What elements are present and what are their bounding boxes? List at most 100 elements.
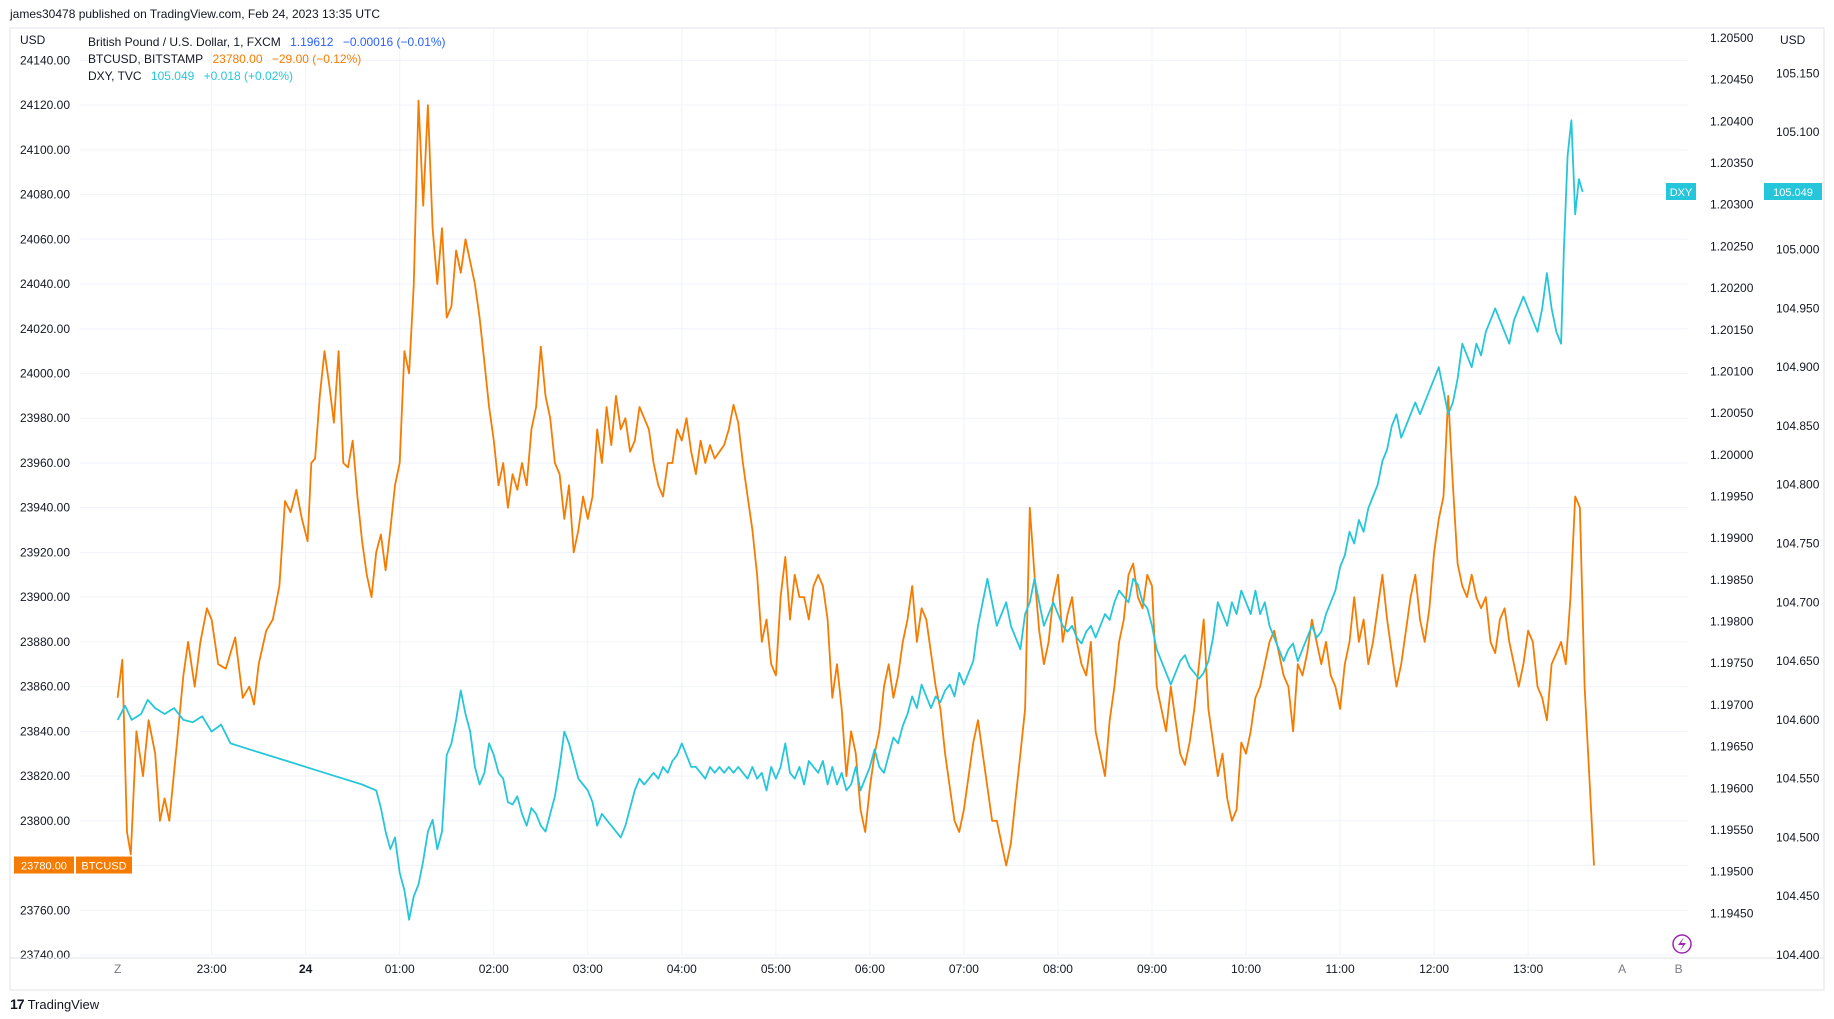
legend-btcusd-last: 23780.00 (212, 52, 263, 66)
x-axis-tick-label: 07:00 (949, 962, 979, 976)
series-line-dxy (116, 119, 1584, 921)
right-axis-tick-label: 104.850 (1776, 419, 1820, 433)
x-axis-tick-label: 06:00 (855, 962, 885, 976)
tradingview-brand: TradingView (27, 996, 100, 1012)
x-axis-tick-label: 12:00 (1419, 962, 1449, 976)
mid-axis-tick-label: 1.20400 (1710, 114, 1754, 128)
mid-axis-tick-label: 1.20150 (1710, 323, 1754, 337)
x-axis-tick-label: 09:00 (1137, 962, 1167, 976)
x-axis-tick-label: 24 (299, 962, 313, 976)
x-axis-tick-label: 01:00 (385, 962, 415, 976)
mid-axis-tick-label: 1.20100 (1710, 364, 1754, 378)
x-axis-tick-label: 04:00 (667, 962, 697, 976)
mid-axis-tick-label: 1.20500 (1710, 31, 1754, 45)
legend-dxy-change: +0.018 (+0.02%) (203, 69, 294, 83)
x-axis-tick-label: 02:00 (479, 962, 509, 976)
x-axis-tick-label: B (1675, 962, 1683, 976)
btcusd-tag-badge (76, 856, 132, 874)
dxy-price-badge (1764, 183, 1822, 201)
mid-axis-tick-label: 1.20350 (1710, 156, 1754, 170)
x-axis-tick-label: 05:00 (761, 962, 791, 976)
right-axis-tick-label: 104.900 (1776, 360, 1820, 374)
right-axis-tick-label: 104.650 (1776, 654, 1820, 668)
mid-axis-tick-label: 1.19600 (1710, 781, 1754, 795)
legend-gbpusd-name: British Pound / U.S. Dollar, 1, FXCM (88, 35, 281, 49)
x-axis-tick-label: 11:00 (1325, 962, 1354, 976)
mid-axis-tick-label: 1.19650 (1710, 740, 1754, 754)
left-axis-tick-label: 24020.00 (20, 322, 70, 336)
right-axis-tick-label: 104.700 (1776, 595, 1820, 609)
x-axis-tick-label: 13:00 (1513, 962, 1543, 976)
publisher-header: james30478 published on TradingView.com,… (10, 7, 381, 21)
right-axis-tick-label: 104.400 (1776, 948, 1820, 962)
left-axis-tick-label: 23940.00 (20, 501, 70, 515)
x-axis-tick-label: 08:00 (1043, 962, 1073, 976)
left-axis-currency: USD (20, 33, 46, 47)
mid-axis-tick-label: 1.20050 (1710, 406, 1754, 420)
x-axis-tick-label: 03:00 (573, 962, 603, 976)
mid-axis-tick-label: 1.19750 (1710, 656, 1754, 670)
lightning-icon (1672, 934, 1692, 954)
left-axis-tick-label: 24040.00 (20, 277, 70, 291)
left-axis-tick-label: 23900.00 (20, 590, 70, 604)
mid-axis-tick-label: 1.20300 (1710, 198, 1754, 212)
right-axis-tick-label: 104.750 (1776, 537, 1820, 551)
mid-axis-tick-label: 1.20250 (1710, 239, 1754, 253)
right-axis-tick-label: 104.800 (1776, 478, 1820, 492)
legend-btcusd-change: −29.00 (−0.12%) (271, 52, 362, 66)
lightning-bolt-icon (1678, 937, 1686, 951)
left-axis-tick-label: 24080.00 (20, 188, 70, 202)
left-axis-tick-label: 23980.00 (20, 411, 70, 425)
legend-row-btcusd: BTCUSD, BITSTAMP 23780.00 −29.00 (−0.12%… (88, 51, 452, 68)
right-axis-tick-label: 104.450 (1776, 889, 1820, 903)
right-axis-tick-label: 104.500 (1776, 830, 1820, 844)
left-axis-tick-label: 24100.00 (20, 143, 70, 157)
legend-row-gbpusd: British Pound / U.S. Dollar, 1, FXCM 1.1… (88, 34, 452, 51)
left-axis-tick-label: 23820.00 (20, 769, 70, 783)
legend-btcusd-name: BTCUSD, BITSTAMP (88, 52, 204, 66)
mid-axis-tick-label: 1.19850 (1710, 573, 1754, 587)
left-axis-tick-label: 23880.00 (20, 635, 70, 649)
left-axis-tick-label: 24120.00 (20, 98, 70, 112)
mid-axis-tick-label: 1.20200 (1710, 281, 1754, 295)
left-axis-tick-label: 23960.00 (20, 456, 70, 470)
mid-axis-tick-label: 1.20000 (1710, 448, 1754, 462)
legend-gbpusd-change: −0.00016 (−0.01%) (342, 35, 446, 49)
left-axis-tick-label: 23740.00 (20, 948, 70, 962)
mid-axis-tick-label: 1.19900 (1710, 531, 1754, 545)
dxy-tag-label: DXY (1670, 187, 1693, 199)
right-axis-tick-label: 105.100 (1776, 125, 1820, 139)
mid-axis-tick-label: 1.20450 (1710, 73, 1754, 87)
right-axis-tick-label: 105.000 (1776, 243, 1820, 257)
left-axis-tick-label: 24140.00 (20, 53, 70, 67)
mid-axis-tick-label: 1.19450 (1710, 906, 1754, 920)
tradingview-logo-icon: 17 (10, 996, 25, 1012)
dxy-price-label: 105.049 (1773, 187, 1813, 199)
chart-frame (9, 27, 1825, 991)
mid-axis-tick-label: 1.19700 (1710, 698, 1754, 712)
left-axis-tick-label: 24060.00 (20, 232, 70, 246)
mid-axis-tick-label: 1.19550 (1710, 823, 1754, 837)
tradingview-footer[interactable]: 17 TradingView (10, 996, 99, 1012)
mid-axis-tick-label: 1.19800 (1710, 615, 1754, 629)
dxy-tag-badge (1666, 183, 1696, 201)
x-axis-tick-label: Z (114, 962, 121, 976)
btcusd-price-badge (14, 856, 74, 874)
mid-axis-tick-label: 1.19500 (1710, 865, 1754, 879)
legend-dxy-last: 105.049 (150, 69, 195, 83)
btcusd-price-label: 23780.00 (21, 861, 67, 873)
right-axis-tick-label: 104.600 (1776, 713, 1820, 727)
left-axis-tick-label: 24000.00 (20, 366, 70, 380)
legend-gbpusd-last: 1.19612 (290, 35, 334, 49)
left-axis-tick-label: 23800.00 (20, 814, 70, 828)
btcusd-tag-label: BTCUSD (81, 861, 126, 873)
left-axis-tick-label: 23760.00 (20, 903, 70, 917)
right-axis-currency: USD (1780, 33, 1806, 47)
right-axis-tick-label: 105.150 (1776, 66, 1820, 80)
x-axis-tick-label: 23:00 (197, 962, 227, 976)
left-axis-tick-label: 23920.00 (20, 545, 70, 559)
legend: British Pound / U.S. Dollar, 1, FXCM 1.1… (88, 34, 452, 85)
x-axis-tick-label: A (1618, 962, 1626, 976)
right-axis-tick-label: 104.550 (1776, 772, 1820, 786)
